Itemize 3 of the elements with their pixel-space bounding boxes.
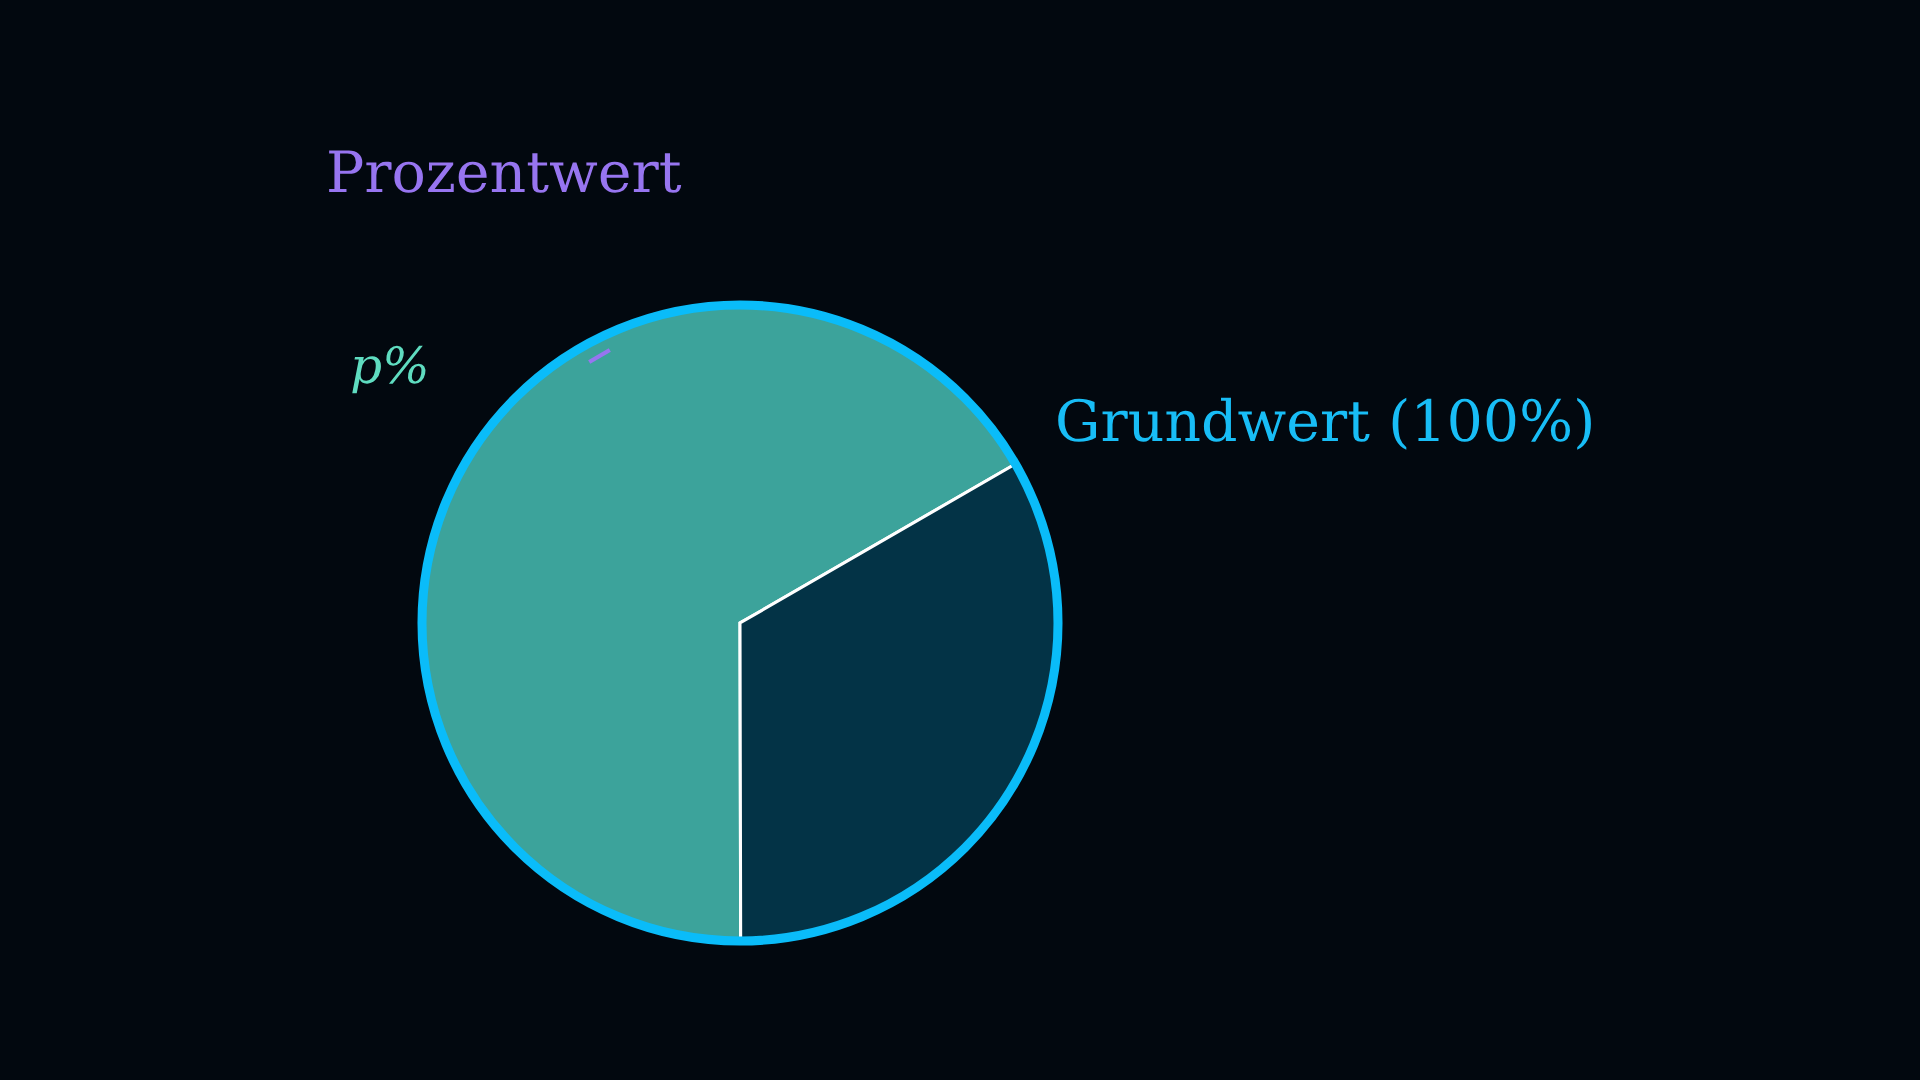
text: Grundwert (100%) bbox=[1058, 397, 1591, 450]
text: Prozentwert bbox=[329, 150, 682, 193]
slice-label: p% bbox=[352, 345, 426, 394]
